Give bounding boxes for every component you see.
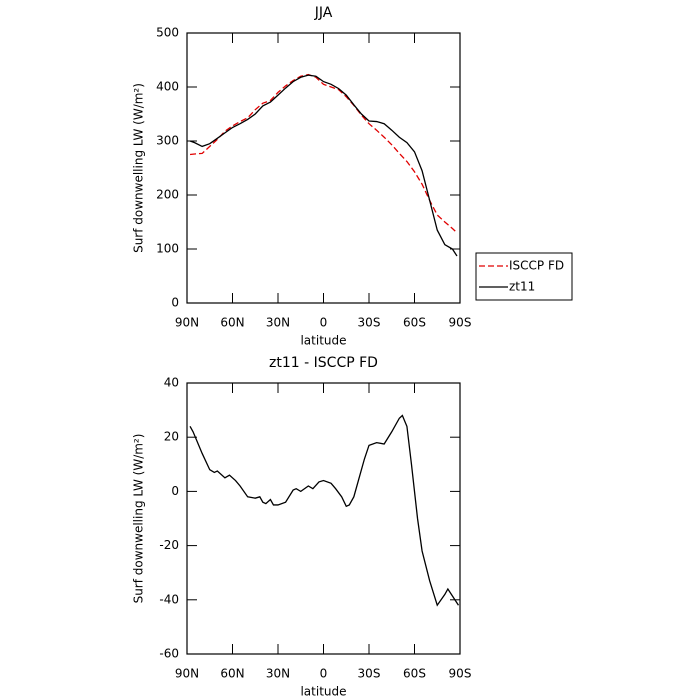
legend-box — [475, 252, 573, 301]
y-axis-label: Surf downwelling LW (W/m²) — [132, 83, 146, 253]
y-axis-label: Surf downwelling LW (W/m²) — [132, 434, 146, 604]
plot-frame — [186, 32, 461, 304]
x-axis-label: latitude — [300, 685, 346, 699]
x-tick-label: 90S — [449, 316, 472, 330]
x-tick-label: 90N — [175, 667, 199, 681]
x-tick-label: 0 — [320, 667, 328, 681]
y-tick-label: 500 — [156, 26, 179, 40]
data-line — [189, 74, 458, 257]
data-line — [189, 414, 460, 607]
x-tick-label: 90N — [175, 316, 199, 330]
y-tick-label: 200 — [156, 188, 179, 202]
y-tick-label: 300 — [156, 134, 179, 148]
y-tick-label: -40 — [159, 592, 179, 606]
x-tick-label: 60N — [220, 316, 244, 330]
data-line — [189, 73, 458, 234]
chart-title: zt11 - ISCCP FD — [269, 355, 378, 371]
x-tick-label: 90S — [449, 667, 472, 681]
x-axis-label: latitude — [300, 334, 346, 348]
legend-label: ISCCP FD — [509, 259, 564, 273]
x-tick-label: 60S — [403, 667, 426, 681]
y-tick-label: 40 — [164, 376, 179, 390]
x-tick-label: 0 — [320, 316, 328, 330]
y-tick-label: 0 — [171, 296, 179, 310]
legend-label: zt11 — [509, 280, 535, 294]
y-tick-label: 20 — [164, 430, 179, 444]
chart-title: JJA — [314, 5, 333, 21]
y-tick-label: -60 — [159, 647, 179, 661]
x-tick-label: 30S — [358, 316, 381, 330]
x-tick-label: 60N — [220, 667, 244, 681]
plot-frame — [186, 382, 461, 655]
x-tick-label: 30N — [266, 316, 290, 330]
y-tick-label: 100 — [156, 242, 179, 256]
x-tick-label: 30S — [358, 667, 381, 681]
x-tick-label: 30N — [266, 667, 290, 681]
x-tick-label: 60S — [403, 316, 426, 330]
y-tick-label: -20 — [159, 538, 179, 552]
y-tick-label: 400 — [156, 80, 179, 94]
y-tick-label: 0 — [171, 484, 179, 498]
